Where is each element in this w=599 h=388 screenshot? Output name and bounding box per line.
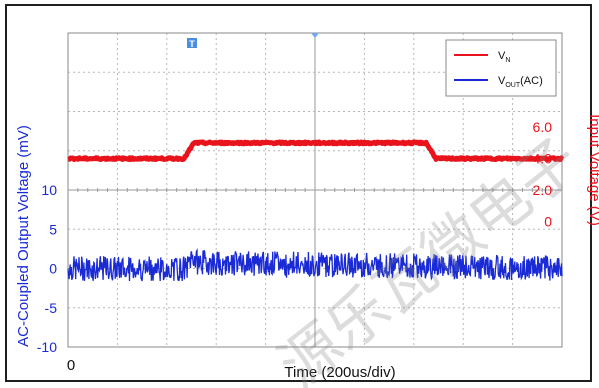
y-right-tick-label: 6.0 [533, 119, 553, 135]
legend: VN VOUT(AC) [445, 39, 557, 97]
y-axis-title-left: AC-Coupled Output Voltage (mV) [15, 125, 32, 347]
series-vout-line [67, 247, 563, 282]
trigger-marker: T [187, 38, 197, 49]
y-left-tick-label: -10 [37, 339, 57, 355]
y-right-tick-label: 0 [544, 213, 552, 229]
chart-axes: 10 5 0 -5 -10 6.0 4.0 2.0 0 [37, 119, 552, 355]
y-left-tick-label: 5 [49, 221, 57, 237]
series-vn-line [66, 139, 565, 162]
y-left-tick-label: -5 [45, 300, 58, 316]
legend-label-vout: VOUT(AC) [498, 75, 543, 89]
y-right-tick-label: 2.0 [533, 182, 553, 198]
x-tick-label: 0 [67, 357, 75, 374]
center-marker [311, 33, 319, 38]
y-axis-title-right: Input Voltage (V) [586, 114, 599, 226]
y-left-tick-label: 0 [49, 261, 57, 277]
y-right-tick-label: 4.0 [533, 151, 553, 167]
chart-traces [66, 139, 565, 282]
y-left-tick-label: 10 [41, 182, 57, 198]
legend-label-vn: VN [498, 50, 510, 64]
trigger-label: T [189, 39, 195, 49]
x-axis-title: Time (200us/div) [284, 364, 395, 381]
